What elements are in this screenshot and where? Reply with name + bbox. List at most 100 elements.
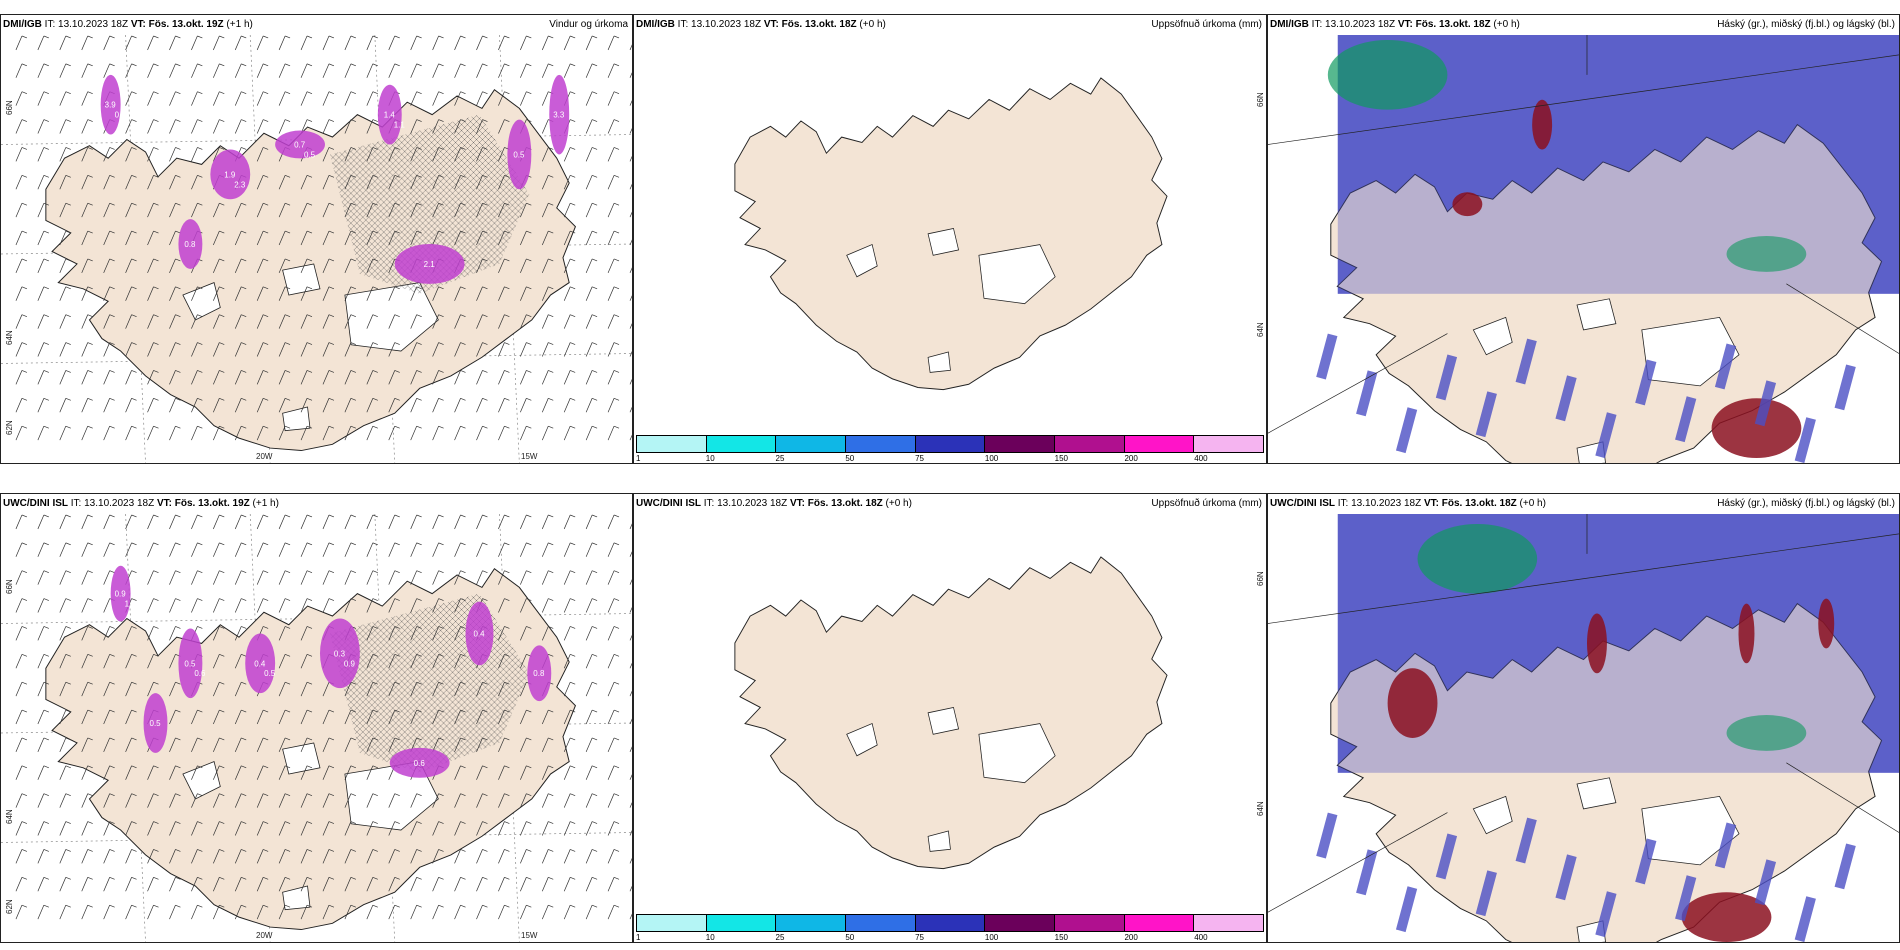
- precip-value-label: 1.1: [125, 600, 137, 609]
- wind-barb: [300, 230, 313, 246]
- wind-barb: [520, 793, 532, 808]
- wind-barb: [37, 342, 49, 357]
- wind-barb: [15, 681, 28, 697]
- high-cloud-streak: [1515, 338, 1537, 385]
- wind-barb: [541, 849, 554, 864]
- wind-barb: [169, 230, 181, 246]
- wind-barb: [59, 397, 71, 413]
- wind-barb: [476, 681, 488, 697]
- wind-barb: [520, 737, 532, 753]
- wind-barb: [147, 230, 159, 246]
- lon-label: 15W: [521, 452, 538, 461]
- wind-barb: [300, 654, 313, 669]
- wind-barb: [191, 119, 203, 134]
- colorbar-swatch: [1194, 915, 1264, 931]
- wind-barb: [81, 147, 93, 162]
- wind-barb: [366, 314, 378, 329]
- wind-barb: [410, 202, 422, 218]
- wind-barb: [454, 737, 466, 753]
- model-name: UWC/DINI ISL: [1270, 498, 1335, 509]
- model-name: DMI/IGB: [1270, 19, 1309, 30]
- wind-map[interactable]: 3.9 1.9 0.7 1.4 2.1 0.5 3.3 0.8 0.5 2.3 0.5 1.1: [1, 35, 632, 463]
- wind-barb: [300, 425, 313, 441]
- colorbar-swatch: [915, 436, 986, 452]
- wind-barb: [147, 35, 159, 51]
- wind-barb: [410, 342, 422, 357]
- wind-barb: [103, 876, 115, 892]
- wind-barb: [607, 654, 620, 669]
- wind-barb: [169, 793, 181, 808]
- wind-barb: [454, 63, 466, 78]
- colorbar-swatch: [846, 915, 916, 931]
- wind-barb: [125, 63, 137, 78]
- wind-barb: [629, 607, 632, 613]
- wind-barb: [256, 737, 269, 753]
- wind-barb: [432, 425, 444, 441]
- wind-barb: [191, 314, 203, 329]
- wind-barb: [366, 709, 378, 725]
- wind-barb: [278, 654, 291, 669]
- wind-barb: [344, 175, 357, 190]
- wind-barb: [388, 598, 400, 613]
- wind-barb: [213, 737, 225, 753]
- wind-barb: [432, 91, 444, 106]
- glacier-outline: [927, 351, 951, 373]
- wind-barb: [344, 709, 357, 725]
- high-cloud-streak: [1794, 417, 1816, 463]
- wind-barb: [607, 542, 620, 557]
- wind-barb: [454, 876, 466, 892]
- wind-barb: [256, 35, 269, 51]
- lat-label: 62N: [5, 420, 14, 435]
- wind-barb: [454, 681, 466, 697]
- wind-barb: [629, 267, 632, 274]
- colorbar: 1 10 25 50 75 100 150 200 400: [636, 435, 1264, 463]
- precip-value-label: 0.3: [334, 649, 346, 658]
- wind-barb: [256, 821, 269, 836]
- accum-map[interactable]: [634, 35, 1266, 433]
- wind-barb: [344, 286, 357, 301]
- colorbar-swatch: [985, 436, 1056, 452]
- product-title: Háský (gr.), miðský (fj.bl.) og lágský (…: [1717, 498, 1895, 509]
- wind-barb: [410, 425, 422, 441]
- init-time: IT: 13.10.2023 18Z: [41, 19, 131, 30]
- accum-map[interactable]: [634, 514, 1266, 912]
- wind-barb: [213, 147, 225, 162]
- wind-barb: [103, 35, 115, 51]
- wind-barb: [125, 91, 137, 106]
- wind-barb: [454, 598, 466, 613]
- wind-barb: [15, 904, 28, 920]
- wind-map[interactable]: 0.9 0.5 0.4 0.3 0.6 0.4 0.8 0.5 1.1 0.6 0.5 0.9: [1, 514, 632, 942]
- precip-value-label: 0.4: [254, 659, 266, 668]
- wind-barb: [37, 904, 49, 920]
- wind-barb: [432, 570, 444, 585]
- cloud-map[interactable]: [1268, 35, 1899, 463]
- wind-barb: [432, 35, 444, 51]
- wind-barb: [256, 202, 269, 218]
- wind-barb: [607, 904, 620, 920]
- high-cloud-streak: [1635, 838, 1657, 885]
- wind-barb: [585, 35, 598, 51]
- colorbar-swatch: [985, 915, 1056, 931]
- wind-barb: [103, 202, 115, 218]
- product-title: Háský (gr.), miðský (fj.bl.) og lágský (…: [1717, 19, 1895, 30]
- colorbar-swatch: [637, 436, 707, 452]
- wind-barb: [498, 904, 510, 920]
- glacier-outline: [282, 885, 311, 911]
- wind-barb: [125, 626, 137, 641]
- wind-barb: [213, 598, 225, 613]
- lead-time: (+0 h): [882, 498, 912, 509]
- wind-barb: [432, 709, 444, 725]
- wind-barb: [366, 876, 378, 892]
- wind-barb: [366, 230, 378, 246]
- wind-barb: [59, 849, 71, 864]
- wind-barb: [103, 654, 115, 669]
- panel-wind-dmi: DMI/IGB IT: 13.10.2023 18Z VT: Fös. 13.o…: [0, 14, 633, 464]
- wind-barb: [81, 542, 93, 557]
- wind-barb: [322, 598, 335, 613]
- wind-barb: [37, 286, 49, 301]
- cloud-map[interactable]: [1268, 514, 1899, 942]
- wind-barb: [300, 737, 313, 753]
- mid-cloud-area: [1726, 715, 1807, 751]
- wind-barb: [169, 147, 181, 162]
- wind-barb: [103, 514, 115, 530]
